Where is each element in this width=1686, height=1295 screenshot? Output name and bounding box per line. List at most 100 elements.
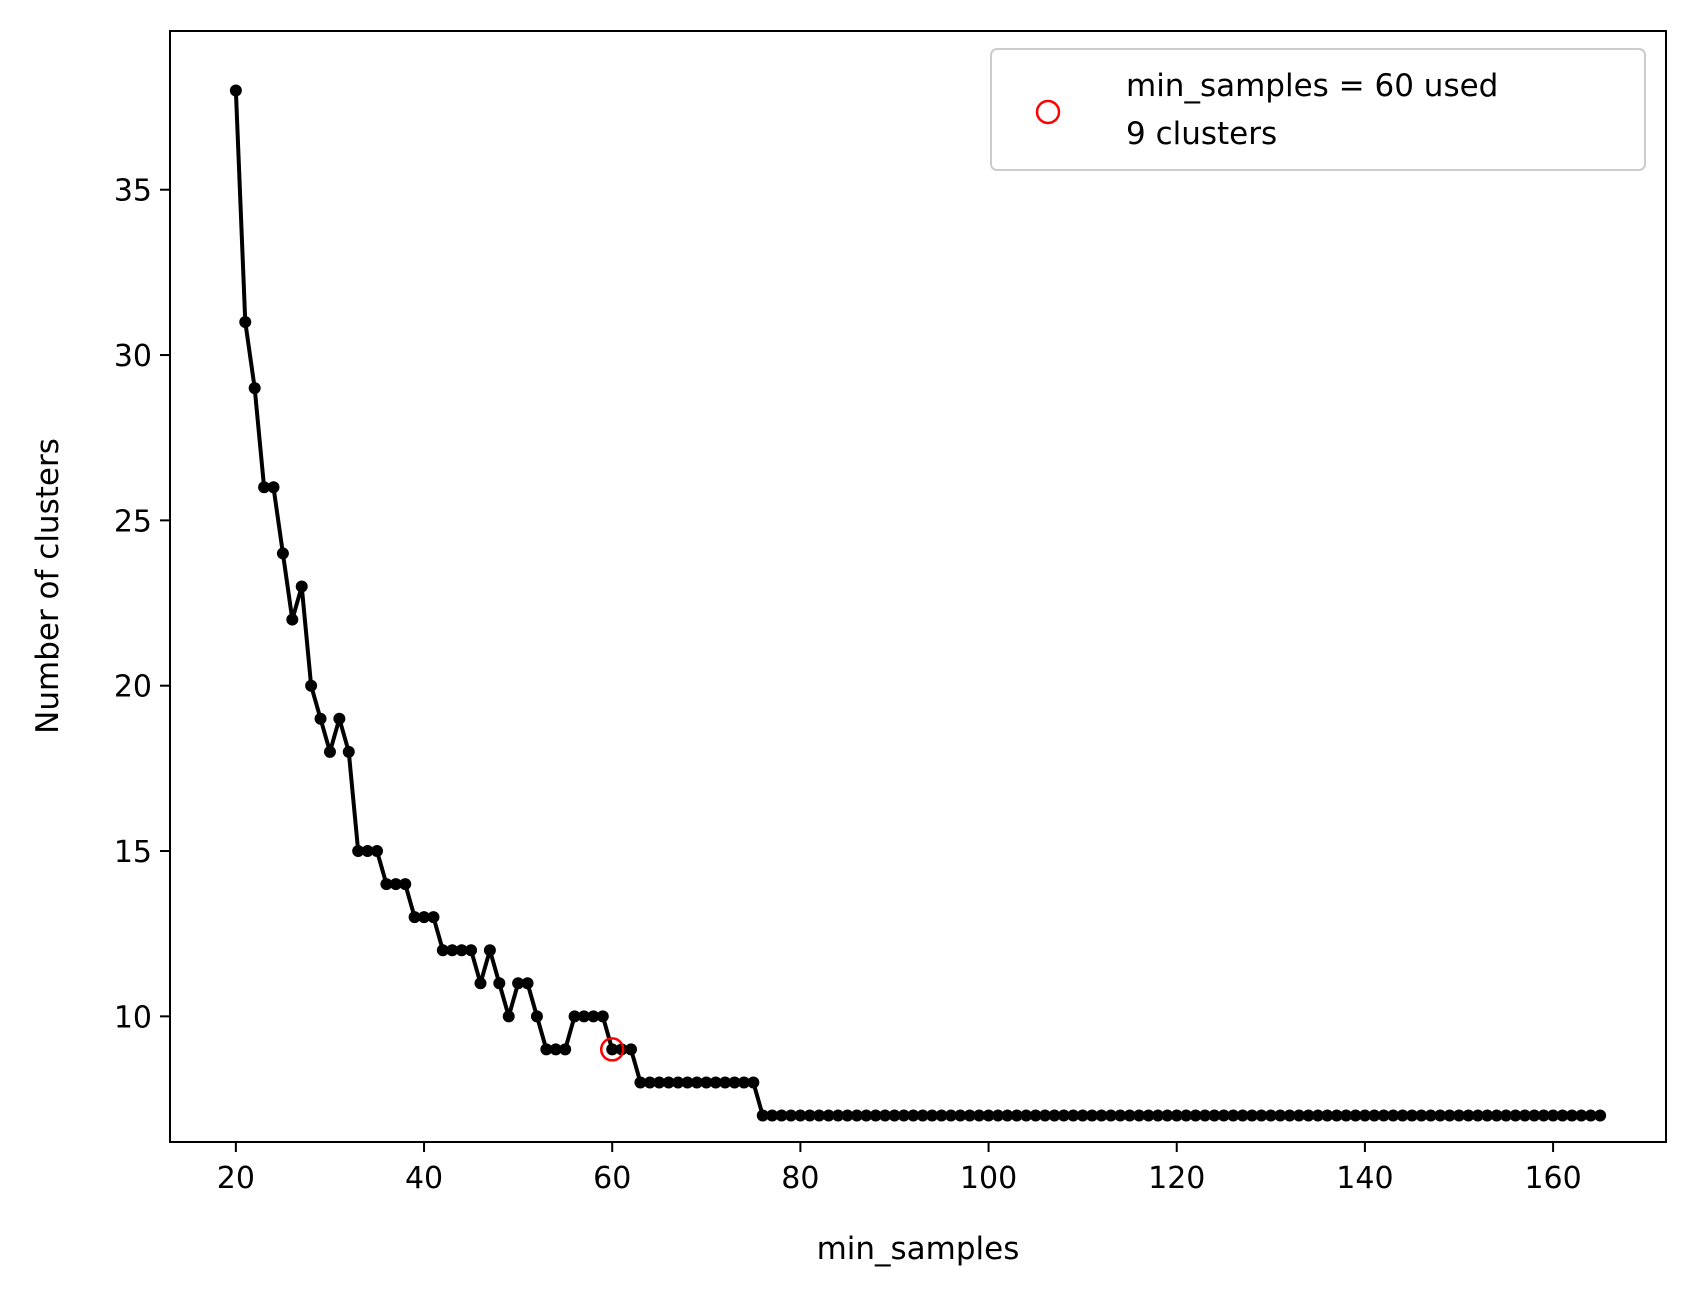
data-point-67	[672, 1076, 685, 1089]
data-point-99	[973, 1109, 986, 1122]
data-point-91	[897, 1109, 910, 1122]
data-point-134	[1302, 1109, 1315, 1122]
data-point-27	[295, 580, 308, 593]
data-point-55	[559, 1043, 572, 1056]
data-point-42	[436, 944, 449, 957]
data-point-69	[690, 1076, 703, 1089]
series-points-group	[229, 84, 1607, 1122]
data-point-164	[1584, 1109, 1597, 1122]
data-point-106	[1039, 1109, 1052, 1122]
data-point-124	[1208, 1109, 1221, 1122]
data-point-30	[323, 745, 336, 758]
axis-ticks: 20 40 60 80 100 120 140 160 10 15 20 25 30 35	[114, 174, 1582, 1196]
data-point-136	[1321, 1109, 1334, 1122]
data-point-79	[784, 1109, 797, 1122]
data-point-155	[1500, 1109, 1513, 1122]
data-point-107	[1048, 1109, 1061, 1122]
y-tick-label-10: 10	[114, 1000, 152, 1035]
x-tick-label-80: 80	[781, 1161, 819, 1196]
data-point-156	[1509, 1109, 1522, 1122]
data-point-161	[1556, 1109, 1569, 1122]
data-point-139	[1349, 1109, 1362, 1122]
data-point-100	[982, 1109, 995, 1122]
data-point-71	[709, 1076, 722, 1089]
data-point-165	[1594, 1109, 1607, 1122]
data-point-137	[1330, 1109, 1343, 1122]
data-point-141	[1368, 1109, 1381, 1122]
data-point-157	[1518, 1109, 1531, 1122]
data-point-153	[1481, 1109, 1494, 1122]
data-point-85	[841, 1109, 854, 1122]
data-point-82	[813, 1109, 826, 1122]
data-point-23	[258, 481, 271, 494]
data-point-48	[493, 977, 506, 990]
data-point-121	[1180, 1109, 1193, 1122]
data-point-140	[1358, 1109, 1371, 1122]
data-point-46	[474, 977, 487, 990]
data-point-50	[512, 977, 525, 990]
data-point-37	[389, 878, 402, 891]
data-point-24	[267, 481, 280, 494]
y-tick-label-20: 20	[114, 670, 152, 705]
data-point-129	[1255, 1109, 1268, 1122]
data-point-145	[1405, 1109, 1418, 1122]
data-point-163	[1575, 1109, 1588, 1122]
data-point-105	[1029, 1109, 1042, 1122]
y-tick-label-15: 15	[114, 835, 152, 870]
data-point-154	[1490, 1109, 1503, 1122]
data-point-66	[662, 1076, 675, 1089]
data-point-45	[465, 944, 478, 957]
data-point-130	[1264, 1109, 1277, 1122]
data-point-88	[869, 1109, 882, 1122]
data-point-70	[700, 1076, 713, 1089]
data-point-90	[888, 1109, 901, 1122]
data-point-40	[418, 911, 431, 924]
data-point-73	[728, 1076, 741, 1089]
y-tick-label-25: 25	[114, 504, 152, 539]
data-point-133	[1293, 1109, 1306, 1122]
data-point-98	[963, 1109, 976, 1122]
highlight-group	[599, 1037, 625, 1062]
data-point-113	[1104, 1109, 1117, 1122]
data-point-148	[1434, 1109, 1447, 1122]
legend: min_samples = 60 used 9 clusters	[990, 48, 1646, 171]
data-point-21	[239, 315, 252, 328]
data-point-22	[248, 382, 261, 395]
data-point-53	[540, 1043, 553, 1056]
data-point-63	[634, 1076, 647, 1089]
data-point-122	[1189, 1109, 1202, 1122]
x-tick-label-120: 120	[1148, 1161, 1205, 1196]
data-point-111	[1086, 1109, 1099, 1122]
data-point-104	[1020, 1109, 1033, 1122]
data-point-56	[568, 1010, 581, 1023]
data-point-102	[1001, 1109, 1014, 1122]
y-tick-label-35: 35	[114, 174, 152, 209]
data-point-97	[954, 1109, 967, 1122]
data-point-83	[822, 1109, 835, 1122]
data-point-146	[1415, 1109, 1428, 1122]
data-point-68	[681, 1076, 694, 1089]
data-point-39	[408, 911, 421, 924]
data-point-20	[229, 84, 242, 97]
data-point-36	[380, 878, 393, 891]
data-point-135	[1311, 1109, 1324, 1122]
data-point-72	[719, 1076, 732, 1089]
data-point-143	[1387, 1109, 1400, 1122]
legend-label-line-1: min_samples = 60 used	[1126, 68, 1498, 104]
data-point-109	[1067, 1109, 1080, 1122]
data-point-152	[1471, 1109, 1484, 1122]
data-point-115	[1123, 1109, 1136, 1122]
data-point-65	[653, 1076, 666, 1089]
data-point-60	[606, 1043, 619, 1056]
data-point-160	[1547, 1109, 1560, 1122]
plot-frame	[169, 30, 1667, 1143]
data-point-49	[502, 1010, 515, 1023]
data-point-51	[521, 977, 534, 990]
data-point-25	[276, 547, 289, 560]
data-point-132	[1283, 1109, 1296, 1122]
data-point-116	[1133, 1109, 1146, 1122]
legend-label-line-2: 9 clusters	[1126, 116, 1277, 152]
data-point-110	[1076, 1109, 1089, 1122]
